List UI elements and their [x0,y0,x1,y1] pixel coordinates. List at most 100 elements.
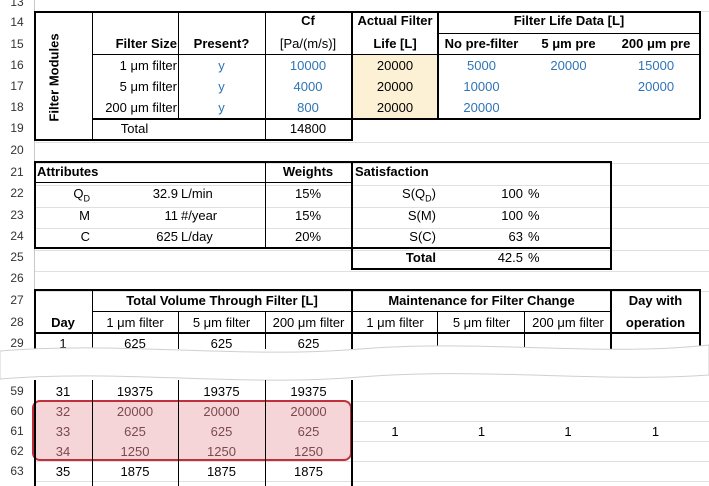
row-number: 21 [0,161,35,183]
cf-cell[interactable]: 800 [297,100,319,115]
cf-header: Cf [301,13,315,28]
row-number [0,481,35,486]
satisfaction-label: S(C) [409,229,436,244]
row-number: 26 [0,268,35,289]
row-number: 15 [0,33,35,55]
maintenance-cell[interactable]: 1 [477,424,486,439]
maint-col-1: 1 μm filter [366,315,424,330]
volume-cell[interactable]: 1875 [120,464,150,479]
row-number: 23 [0,204,35,226]
day-cell[interactable]: 32 [55,404,71,419]
pre5-cell[interactable]: 20000 [550,58,587,73]
day-with-header: Day with [628,293,683,308]
volume-cell[interactable]: 20000 [290,404,327,419]
volume-cell[interactable]: 20000 [203,404,240,419]
row-number: 24 [0,226,35,247]
row-number: 17 [0,76,35,97]
volume-cell[interactable]: 625 [124,424,146,439]
satisfaction-value[interactable]: 100 [501,186,523,201]
volume-cell[interactable]: 625 [210,336,233,351]
row-number: 60 [0,401,35,421]
highlight-box [32,400,352,461]
weights-header: Weights [282,164,334,179]
row-number: 13 [0,0,35,11]
satisfaction-label: S(QD) [402,186,436,204]
satisfaction-value[interactable]: 100 [501,208,523,223]
present-cell[interactable]: y [218,58,225,73]
volume-cell[interactable]: 19375 [290,384,327,399]
satisfaction-header: Satisfaction [355,164,429,179]
attribute-weight[interactable]: 20% [294,229,322,244]
day-cell[interactable]: 1 [59,336,67,351]
attribute-value[interactable]: 11 [164,208,179,223]
pre200-cell[interactable]: 15000 [637,58,675,73]
day-cell[interactable]: 31 [55,384,71,399]
satisfaction-unit: % [528,208,540,223]
present-cell[interactable]: y [218,100,225,115]
satisfaction-total-unit: % [528,250,540,265]
actual-life-cell[interactable]: 20000 [376,79,414,94]
pre200-cell[interactable]: 20000 [637,79,675,94]
present-header: Present? [193,36,250,51]
attribute-weight[interactable]: 15% [294,186,322,201]
maintenance-cell[interactable]: 1 [391,424,399,439]
attribute-value[interactable]: 32.9 [152,186,178,201]
day-cell[interactable]: 33 [55,424,71,439]
filter-size-cell[interactable]: 5 μm filter [119,79,177,94]
volume-cell[interactable]: 625 [124,336,146,351]
attribute-unit: L/day [181,229,213,244]
no-pre-cell[interactable]: 10000 [463,79,500,94]
satisfaction-unit: % [528,229,540,244]
attribute-name: M [79,208,90,223]
attribute-weight[interactable]: 15% [294,208,322,223]
pre5-header: 5 μm pre [541,36,596,51]
maintenance-header: Maintenance for Filter Change [388,293,575,308]
volume-cell[interactable]: 19375 [116,384,154,399]
actual-life-cell[interactable]: 20000 [376,58,414,73]
volume-col-2: 5 μm filter [192,315,251,330]
maintenance-cell[interactable]: 1 [564,424,572,439]
filter-size-cell[interactable]: 1 μm filter [119,58,177,73]
cf-cell[interactable]: 10000 [289,58,327,73]
present-cell[interactable]: y [218,79,225,94]
volume-cell[interactable]: 1250 [294,444,323,459]
satisfaction-value[interactable]: 63 [508,229,523,244]
row-number: 25 [0,247,35,268]
volume-col-1: 1 μm filter [106,315,164,330]
filter-life-header: Filter Life Data [L] [513,13,625,28]
volume-cell[interactable]: 625 [210,424,233,439]
filter-size-cell[interactable]: 200 μm filter [105,100,177,115]
day-cell[interactable]: 34 [55,444,71,459]
total-cf[interactable]: 14800 [289,121,327,136]
no-pre-cell[interactable]: 20000 [463,100,500,115]
volume-cell[interactable]: 1250 [120,444,150,459]
satisfaction-total-label: Total [405,250,436,265]
volume-cell[interactable]: 1250 [207,444,236,459]
volume-cell[interactable]: 625 [297,424,320,439]
row-number: 20 [0,140,35,161]
actual-life-cell[interactable]: 20000 [376,100,414,115]
row-number: 62 [0,441,35,461]
cf-cell[interactable]: 4000 [293,79,323,94]
volume-cell[interactable]: 625 [297,336,320,351]
day-cell[interactable]: 35 [55,464,71,479]
day-header: Day [51,315,75,330]
row-number: 27 [0,289,35,311]
row-number: 28 [0,311,35,333]
volume-cell[interactable]: 1875 [207,464,236,479]
operation-day-cell[interactable]: 1 [651,424,660,439]
maint-col-3: 200 μm filter [532,315,604,330]
maint-col-2: 5 μm filter [452,315,511,330]
no-pre-cell[interactable]: 5000 [467,58,496,73]
actual-life-header: Life [L] [373,36,417,51]
row-number: 63 [0,461,35,481]
volume-cell[interactable]: 19375 [203,384,240,399]
page-break-wave [0,344,709,381]
satisfaction-unit: % [528,186,540,201]
volume-cell[interactable]: 20000 [116,404,154,419]
attribute-value[interactable]: 625 [156,229,178,244]
row-number: 14 [0,11,35,33]
satisfaction-total-value[interactable]: 42.5 [497,250,523,265]
volume-cell[interactable]: 1875 [294,464,323,479]
satisfaction-label: S(M) [407,208,436,223]
